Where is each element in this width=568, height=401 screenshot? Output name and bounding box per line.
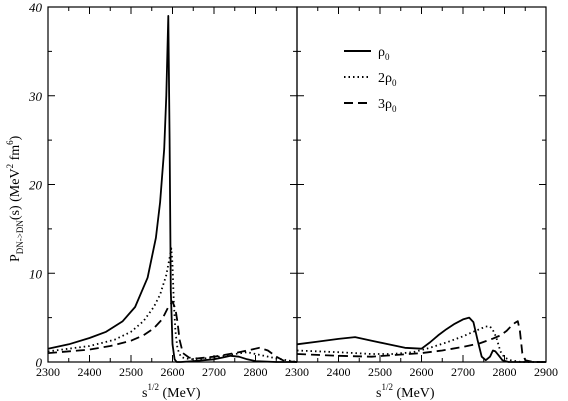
x-axis-label-right: s1/2 (MeV) [376,382,435,401]
y-tick-label: 20 [29,178,43,193]
panel-frame-right [296,6,547,363]
x-tick-label: 2800 [493,365,517,379]
y-tick-label: 10 [29,266,43,281]
y-axis-label: PDN->DN(s) (MeV2 fm6) [5,135,25,262]
series-line-left-dashed [47,300,298,363]
y-label-mid2: fm [8,145,23,164]
x-label-left-unit: (MeV) [159,386,201,401]
y-label-sup1: 2 [5,164,15,169]
series-line-left-solid [47,14,297,363]
x-tick-label: 2700 [202,365,226,379]
x-tick-label: 2800 [244,365,268,379]
legend-label-3rho0: 3ρ0 [378,97,397,114]
series-line-right-solid [296,316,546,363]
x-label-right-unit: (MeV) [393,386,435,401]
y-label-sub: DN->DN [15,220,25,255]
x-tick-label: 2700 [451,365,475,379]
legend-label-2rho0: 2ρ0 [378,71,397,88]
x-label-right-base: s [376,386,381,401]
x-label-right-sup: 1/2 [381,382,393,392]
x-tick-label: 2300 [285,365,309,379]
y-label-mid: (s) (MeV [8,168,23,220]
x-tick-label: 2300 [36,365,60,379]
x-tick-label: 2600 [161,365,185,379]
x-axis-label-left: s1/2 (MeV) [142,382,201,401]
y-tick-label: 40 [29,0,43,15]
x-tick-label: 2900 [534,365,558,379]
x-tick-label: 2500 [119,365,143,379]
plot-layer [47,14,546,363]
y-label-sup2: 6 [5,140,15,145]
x-label-left-base: s [142,386,147,401]
y-label-p: P [8,254,23,262]
panel-frame-left [47,6,298,363]
y-tick-label: 0 [36,355,43,370]
x-tick-label: 2400 [78,365,102,379]
y-tick-label: 30 [28,89,43,104]
series-line-right-dashed [296,320,546,363]
tick-layer: 2300 2400 2500 2600 2700 2800 0 10 20 30 40 2300 240… [28,0,558,379]
x-tick-label: 2600 [410,365,434,379]
legend-label-rho0: ρ0 [378,45,390,62]
y-label-end: ) [8,135,23,140]
x-tick-label: 2400 [327,365,351,379]
x-label-left-sup: 1/2 [147,382,159,392]
legend: ρ0 2ρ0 3ρ0 [344,45,397,114]
x-tick-label: 2500 [368,365,392,379]
